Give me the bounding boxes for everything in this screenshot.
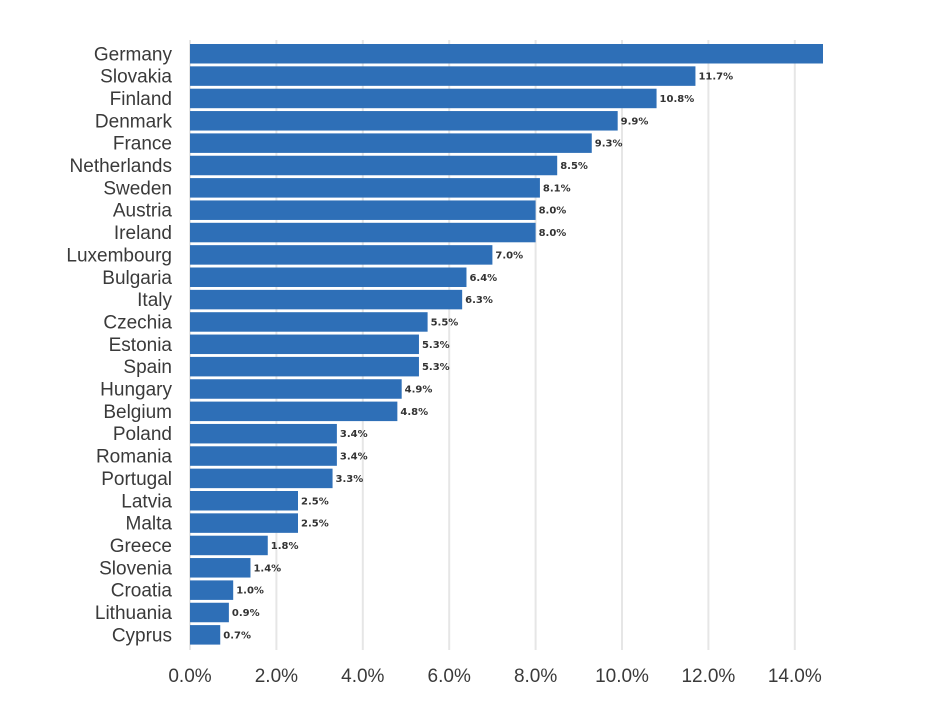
category-label: Lithuania (95, 603, 173, 624)
bar (190, 625, 221, 645)
category-label: Slovakia (100, 67, 172, 88)
category-label: Netherlands (70, 156, 172, 177)
category-label: Austria (113, 201, 173, 222)
category-label: Belgium (103, 402, 172, 423)
bar (190, 200, 536, 220)
category-label: Ireland (114, 223, 172, 244)
data-label: 11.7% (698, 72, 733, 83)
bar (190, 133, 592, 153)
category-label: Malta (126, 514, 173, 535)
data-label: 9.3% (595, 139, 623, 150)
category-label: France (113, 134, 172, 155)
category-label: Latvia (121, 491, 172, 512)
bar (190, 356, 419, 377)
data-label: 10.8% (660, 94, 695, 105)
data-label: 5.3% (422, 362, 450, 373)
data-label: 8.5% (560, 161, 588, 172)
bar (190, 245, 493, 265)
x-tick-label: 12.0% (681, 666, 735, 687)
category-label: Greece (110, 536, 172, 557)
category-label: Portugal (101, 469, 172, 490)
data-label: 1.8% (271, 541, 299, 552)
category-label: Hungary (100, 380, 172, 401)
data-label: 9.9% (621, 116, 649, 127)
data-label: 4.9% (405, 385, 433, 396)
category-label: Cyprus (112, 625, 172, 646)
data-label: 2.5% (301, 519, 329, 530)
data-label: 3.3% (336, 474, 364, 485)
bar (190, 491, 298, 511)
bar (190, 155, 558, 176)
bar (190, 602, 229, 623)
bar (190, 423, 337, 444)
bar (190, 111, 618, 131)
category-label: Finland (110, 89, 172, 110)
category-label: Slovenia (99, 558, 172, 579)
data-label: 7.0% (495, 250, 523, 261)
data-label: 8.0% (539, 228, 567, 239)
bar (190, 334, 419, 355)
x-tick-label: 0.0% (168, 666, 211, 687)
category-label: Luxembourg (66, 245, 172, 266)
bar (190, 468, 333, 489)
bar (190, 267, 467, 287)
category-labels: GermanySlovakiaFinlandDenmarkFranceNethe… (66, 44, 172, 646)
data-label: 5.3% (422, 340, 450, 351)
bar (190, 312, 428, 332)
data-label: 6.3% (465, 295, 493, 306)
category-label: Germany (94, 44, 173, 65)
bars: 11.7%10.8% 9.9% 9.3% 8.5% 8.1% 8.0% 8.0% 7.0% 6.… (190, 44, 823, 645)
data-label: 3.4% (340, 429, 368, 440)
bar (190, 222, 536, 243)
category-label: Spain (123, 357, 172, 378)
data-label: 4.8% (400, 407, 428, 418)
data-label: 8.0% (539, 206, 567, 217)
bar (190, 401, 398, 422)
data-label: 3.4% (340, 452, 368, 463)
x-tick-label: 6.0% (428, 666, 471, 687)
category-label: Denmark (95, 111, 173, 132)
bar (190, 513, 298, 533)
data-label: 0.9% (232, 608, 260, 619)
category-label: Italy (137, 290, 172, 311)
data-label: 1.0% (236, 586, 264, 597)
bar (190, 178, 540, 198)
data-label: 8.1% (543, 183, 571, 194)
x-tick-label: 8.0% (514, 666, 557, 687)
data-label: 6.4% (469, 273, 497, 284)
x-tick-label: 14.0% (768, 666, 822, 687)
data-label: 1.4% (253, 563, 281, 574)
category-label: Croatia (111, 581, 173, 602)
x-tick-label: 4.0% (341, 666, 384, 687)
data-label: 0.7% (223, 630, 251, 641)
bar (190, 44, 823, 64)
category-label: Romania (96, 447, 172, 468)
category-label: Poland (113, 424, 172, 445)
category-label: Bulgaria (102, 268, 172, 289)
bar (190, 289, 463, 310)
x-tick-label: 2.0% (255, 666, 298, 687)
x-axis-ticks: 0.0% 2.0% 4.0% 6.0% 8.0% 10.0% 12.0% 14.0% (168, 666, 821, 687)
bar (190, 446, 337, 466)
bar (190, 535, 268, 556)
bar (190, 379, 402, 399)
x-tick-label: 10.0% (595, 666, 649, 687)
bar (190, 558, 251, 578)
data-label: 2.5% (301, 496, 329, 507)
category-label: Sweden (103, 178, 172, 199)
category-label: Estonia (109, 335, 173, 356)
category-label: Czechia (103, 312, 172, 333)
bar (190, 88, 657, 109)
bar (190, 580, 234, 600)
data-label: 5.5% (431, 317, 459, 328)
bar (190, 66, 696, 86)
